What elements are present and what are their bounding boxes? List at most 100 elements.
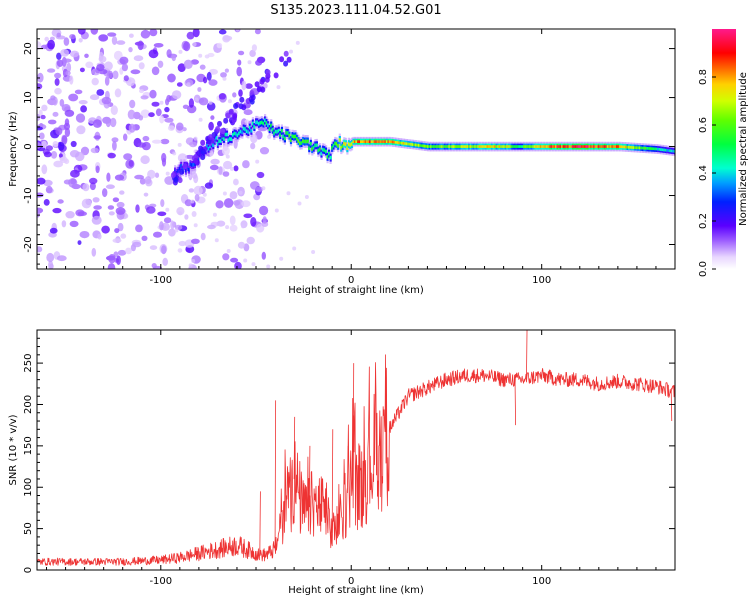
spectrogram-cell: [547, 145, 550, 148]
snr-series-line: [37, 330, 675, 566]
spectrogram-xlabel: Height of straight line (km): [288, 285, 424, 296]
spectrogram-cell: [194, 97, 199, 102]
spectrogram-cell: [151, 66, 160, 76]
spectrogram-cell: [295, 40, 300, 45]
spectrogram-cell: [277, 128, 280, 133]
spectrogram-cell: [63, 37, 70, 46]
spectrogram-cell: [215, 200, 224, 209]
spectrogram-cell: [568, 145, 571, 148]
spectrogram-cell: [200, 139, 206, 146]
spectrogram-cell: [61, 135, 68, 145]
spectrogram-cell: [159, 100, 164, 105]
spectrogram-cell: [466, 145, 469, 148]
spectrogram-cell: [232, 133, 235, 137]
spectrogram-cell: [58, 153, 63, 158]
spectrogram-cell: [480, 145, 483, 148]
spectrogram-cell: [250, 217, 257, 227]
spectrogram-cell: [208, 79, 218, 86]
spectrogram-cell: [289, 138, 293, 142]
spectrogram-cell: [518, 145, 521, 148]
spectrogram-cell: [510, 145, 513, 148]
spectrogram-cell: [81, 198, 92, 209]
spectrogram-cell: [107, 152, 116, 159]
spectrogram-cell: [218, 166, 223, 175]
spectrogram-cell: [331, 146, 334, 150]
spectrogram-cell: [459, 145, 462, 148]
spectrogram-cell: [37, 41, 42, 50]
spectrogram-cell: [177, 142, 182, 147]
y-tick-label: 150: [23, 436, 34, 455]
spectrogram-cell: [163, 217, 172, 224]
spectrogram-cell: [318, 147, 322, 152]
spectrogram-cell: [661, 148, 664, 152]
spectrogram-cell: [165, 207, 170, 212]
spectrogram-cell: [657, 147, 660, 151]
spectrogram-cell: [602, 145, 605, 148]
spectrogram-cell: [282, 134, 285, 139]
spectrogram-cell: [164, 117, 174, 123]
y-tick-label: -20: [23, 236, 34, 252]
spectrogram-cell: [229, 224, 238, 232]
spectrogram-cell: [233, 200, 241, 206]
spectrogram-cell: [92, 197, 100, 203]
spectrogram-cell: [666, 149, 669, 152]
spectrogram-cell: [265, 121, 268, 125]
spectrogram-cell: [59, 99, 65, 107]
spectrogram-cell: [649, 147, 652, 150]
spectrogram-cell: [159, 221, 164, 231]
spectrogram-cell: [110, 117, 117, 128]
spectrogram-cell: [369, 140, 372, 143]
spectrogram-cell: [101, 225, 110, 234]
spectrogram-cell: [228, 108, 234, 115]
spectrogram-cell: [243, 109, 253, 116]
spectrogram-cell: [582, 145, 585, 148]
spectrogram-cell: [98, 51, 104, 62]
spectrogram-cell: [320, 151, 323, 156]
spectrogram-cell: [654, 147, 657, 151]
spectrogram-cell: [588, 145, 591, 148]
spectrogram-cell: [161, 245, 167, 255]
spectrogram-cell: [188, 98, 194, 108]
spectrogram-cell: [404, 142, 407, 145]
spectrogram-cell: [120, 233, 127, 239]
spectrogram-cell: [165, 171, 170, 176]
spectrogram-cell: [70, 140, 77, 148]
spectrogram-cell: [197, 157, 200, 162]
spectrogram-cell: [257, 122, 261, 126]
spectrogram-cell: [135, 204, 140, 213]
spectrogram-cell: [123, 153, 133, 161]
spectrogram-cell: [79, 67, 85, 73]
spectrogram-cell: [78, 100, 88, 105]
spectrogram-cell: [174, 228, 179, 233]
spectrogram-cell: [151, 101, 160, 107]
spectrogram-cell: [267, 134, 272, 139]
colorbar-tick-label: 0.4: [698, 165, 709, 181]
spectrogram-cell: [506, 145, 509, 148]
spectrogram-cell: [673, 150, 675, 153]
spectrogram-cell: [264, 118, 267, 123]
spectrogram-cell: [176, 82, 183, 87]
spectrogram-cell: [66, 62, 72, 73]
spectrogram-cell: [65, 211, 75, 219]
spectrogram-cell: [117, 222, 124, 232]
spectrogram-cell: [140, 29, 151, 39]
spectrogram-cell: [352, 140, 355, 143]
spectrogram-cell: [367, 140, 370, 143]
spectrogram-cell: [210, 158, 220, 165]
spectrogram-cell: [538, 145, 541, 148]
spectrogram-cell: [188, 188, 195, 193]
spectrogram-cell: [85, 61, 94, 69]
spectrogram-cell: [59, 156, 68, 163]
spectrogram-cell: [255, 159, 260, 164]
spectrogram-cell: [89, 182, 96, 191]
spectrogram-cell: [56, 32, 61, 38]
spectrogram-cell: [108, 211, 115, 216]
spectrogram-cell: [149, 29, 158, 37]
spectrogram-cell: [112, 238, 122, 243]
spectrogram-cell: [249, 90, 255, 96]
spectrogram-cell: [178, 49, 183, 54]
spectrogram-cell: [106, 172, 111, 182]
spectrogram-cell: [619, 145, 622, 148]
spectrogram-cell: [300, 141, 303, 145]
spectrogram-cell: [40, 114, 46, 120]
